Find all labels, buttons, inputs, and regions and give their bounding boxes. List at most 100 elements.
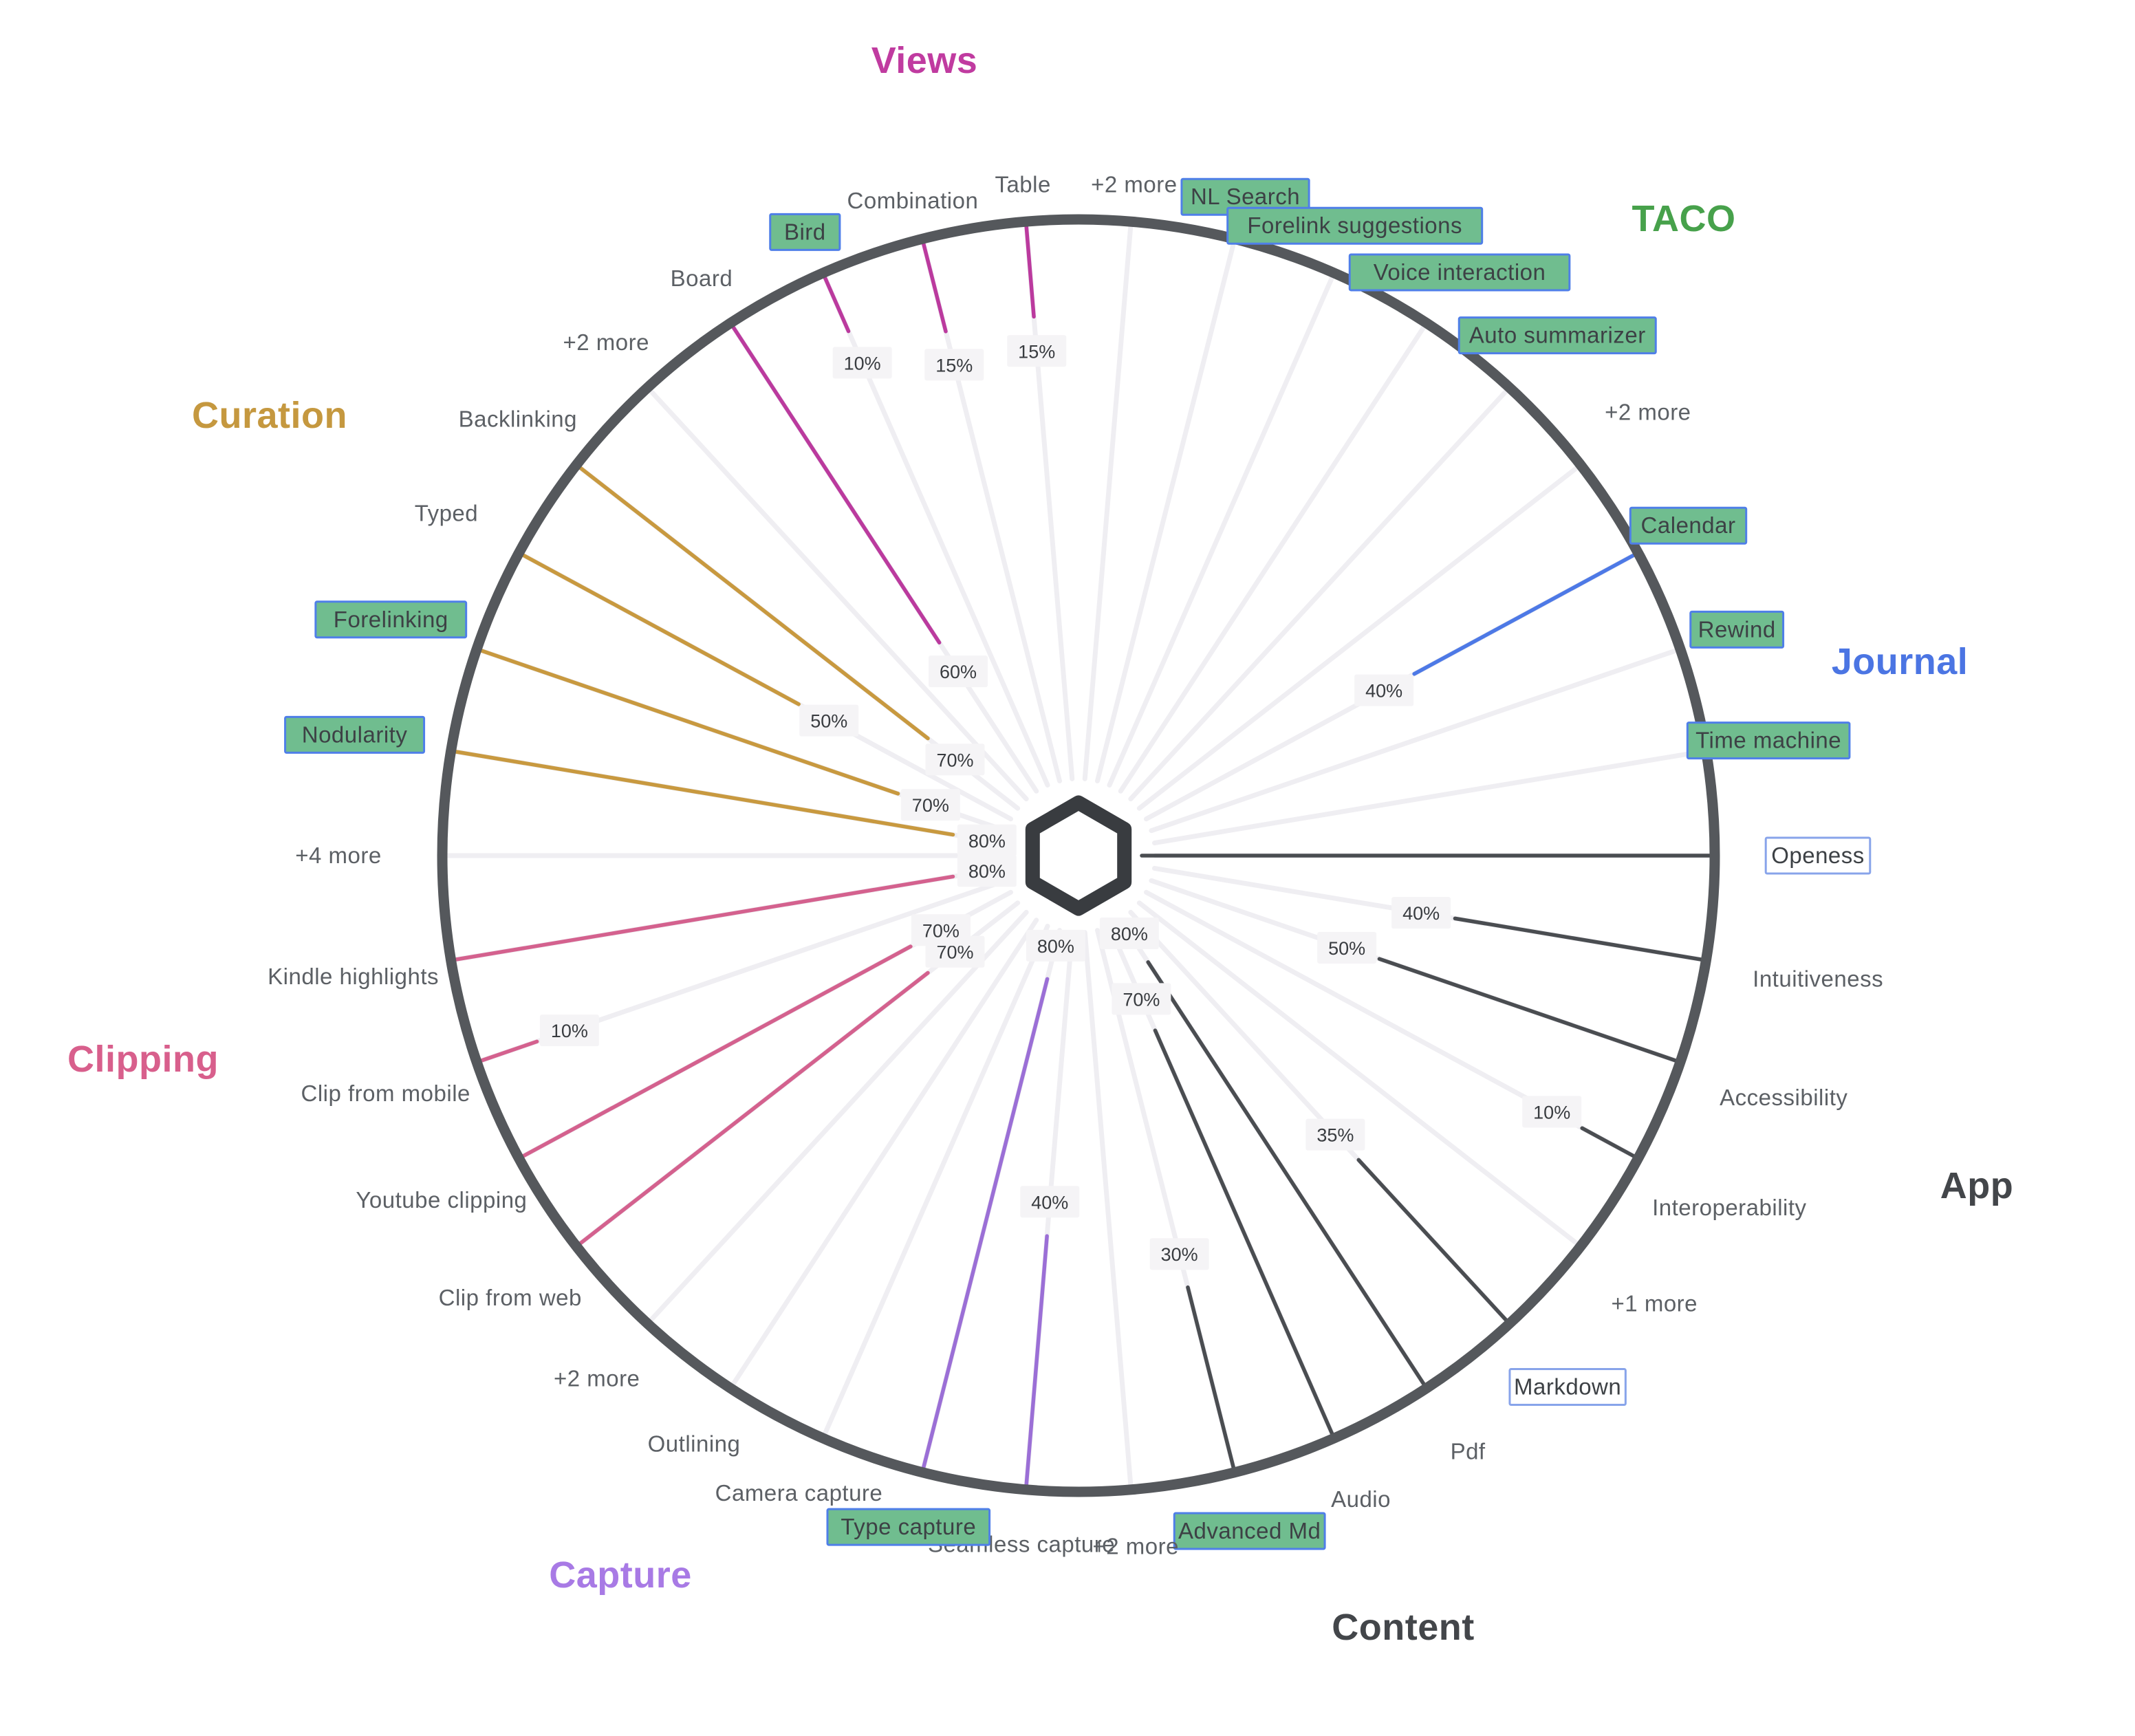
spoke-outlining — [728, 918, 1039, 1391]
badge-markdown[interactable] — [1508, 1368, 1627, 1407]
spoke-2-more-content — [1082, 930, 1134, 1493]
value-labels: 40% 50% 10% 35% 80% 70% 30% 40% 80% 70% 70% 10% 80% 8… — [539, 335, 1582, 1270]
label-youtube-clipping: Youtube clipping — [356, 1187, 527, 1213]
progress-board — [728, 321, 942, 644]
value-box-type-capture — [1026, 929, 1085, 962]
progress-bird — [821, 271, 851, 334]
spoke-2-more-taco — [1136, 462, 1583, 811]
value-box-youtube-clipping — [911, 914, 971, 946]
label-2-more-content: +2 more — [1092, 1534, 1178, 1559]
value-text-bird: 10% — [844, 353, 881, 373]
badge-nodularity[interactable] — [284, 715, 426, 754]
progress-audio — [1153, 1028, 1336, 1440]
value-box-seamless-capture — [1020, 1186, 1080, 1218]
hexagon-logo — [1025, 795, 1132, 916]
value-spokes — [448, 219, 1717, 1492]
progress-advanced-md — [1186, 1285, 1237, 1475]
label-rewind: Rewind — [1698, 616, 1776, 642]
title-curation: Curation — [192, 395, 347, 436]
badge-time-machine[interactable] — [1686, 721, 1851, 760]
value-text-accessibility: 50% — [1328, 938, 1365, 959]
value-text-youtube-clipping: 70% — [922, 920, 960, 941]
progress-pdf — [1146, 960, 1429, 1391]
badge-calendar[interactable] — [1629, 506, 1748, 545]
value-text-forelinking: 70% — [912, 795, 949, 816]
value-text-audio: 70% — [1123, 989, 1160, 1010]
title-content: Content — [1332, 1607, 1474, 1648]
badge-type-capture[interactable] — [826, 1508, 991, 1546]
value-text-clip-from-mobile: 10% — [551, 1021, 588, 1041]
label-accessibility: Accessibility — [1720, 1085, 1847, 1110]
value-text-combination: 15% — [935, 355, 973, 376]
badge-bird[interactable] — [769, 213, 841, 251]
spoke-1-more-app — [1136, 900, 1583, 1249]
label-camera-capture: Camera capture — [715, 1480, 883, 1506]
value-box-board — [928, 655, 988, 688]
value-text-kindle-highlights: 80% — [968, 861, 1006, 882]
progress-accessibility — [1377, 957, 1682, 1065]
value-box-accessibility — [1317, 931, 1377, 964]
progress-intuitiveness — [1453, 916, 1709, 962]
value-box-nodularity — [957, 824, 1017, 856]
value-text-interoperability: 10% — [1533, 1102, 1570, 1122]
badge-advanced-md[interactable] — [1173, 1512, 1326, 1550]
label-table: Table — [995, 171, 1050, 197]
label-nl-search: NL Search — [1191, 184, 1300, 209]
label-intuitiveness: Intuitiveness — [1753, 966, 1883, 991]
value-text-type-capture: 80% — [1037, 936, 1074, 957]
badge-openess[interactable] — [1764, 836, 1872, 875]
value-box-interoperability — [1522, 1096, 1582, 1128]
label-outlining: Outlining — [648, 1431, 741, 1457]
value-text-calendar: 40% — [1365, 681, 1402, 702]
title-capture: Capture — [549, 1554, 692, 1596]
value-box-combination — [924, 349, 984, 381]
progress-youtube-clipping — [517, 944, 913, 1161]
spoke-2-more-capture — [645, 909, 1029, 1327]
spoke-labels: Openess Intuitiveness Accessibility Interop… — [268, 171, 1883, 1559]
badge-forelinking[interactable] — [314, 600, 468, 639]
label-time-machine: Time machine — [1695, 728, 1841, 753]
badge-rewind[interactable] — [1689, 610, 1785, 649]
progress-clip-from-mobile — [475, 1039, 539, 1065]
hexagon-logo-icon — [1025, 795, 1132, 916]
progress-forelinking — [475, 647, 900, 796]
badge-auto-summarizer[interactable] — [1457, 316, 1657, 355]
progress-calendar — [1412, 550, 1640, 676]
label-markdown: Markdown — [1514, 1374, 1621, 1400]
progress-kindle-highlights — [448, 874, 955, 962]
category-titles: App Content Capture Clipping Curation Views TA… — [67, 40, 2013, 1648]
label-forelink-suggestions: Forelink suggestions — [1247, 213, 1462, 238]
value-text-typed: 50% — [810, 711, 847, 732]
label-1-more-app: +1 more — [1612, 1291, 1698, 1316]
badge-forelink-suggestions[interactable] — [1226, 206, 1484, 245]
value-box-audio — [1112, 983, 1171, 1015]
value-box-forelinking — [900, 789, 960, 821]
value-text-backlinking: 70% — [936, 750, 973, 770]
label-clip-from-mobile: Clip from mobile — [301, 1081, 470, 1106]
progress-type-capture — [920, 977, 1050, 1475]
value-box-markdown — [1305, 1118, 1365, 1151]
label-combination: Combination — [847, 188, 979, 213]
outer-rim — [437, 214, 1720, 1497]
value-box-clip-from-mobile — [539, 1015, 599, 1047]
title-clipping: Clipping — [67, 1039, 219, 1080]
label-4-more-clipping: +4 more — [295, 843, 381, 868]
title-app: App — [1940, 1165, 2013, 1206]
label-openess: Openess — [1771, 843, 1865, 868]
spoke-nl-search — [1094, 236, 1237, 783]
value-box-advanced-md — [1149, 1238, 1209, 1270]
spoke-forelink-suggestions — [1107, 270, 1337, 788]
label-pdf: Pdf — [1451, 1438, 1486, 1464]
label-forelinking: Forelinking — [334, 607, 448, 632]
label-bird: Bird — [784, 219, 826, 244]
value-box-bird — [832, 347, 892, 379]
value-text-board: 60% — [940, 662, 977, 682]
spoke-2-more-curation — [645, 384, 1029, 802]
value-box-kindle-highlights — [957, 855, 1017, 887]
label-voice-interaction: Voice interaction — [1374, 259, 1546, 285]
badge-voice-interaction[interactable] — [1348, 253, 1571, 292]
label-kindle-highlights: Kindle highlights — [268, 964, 439, 989]
title-taco: TACO — [1632, 198, 1736, 239]
title-journal: Journal — [1832, 641, 1969, 682]
